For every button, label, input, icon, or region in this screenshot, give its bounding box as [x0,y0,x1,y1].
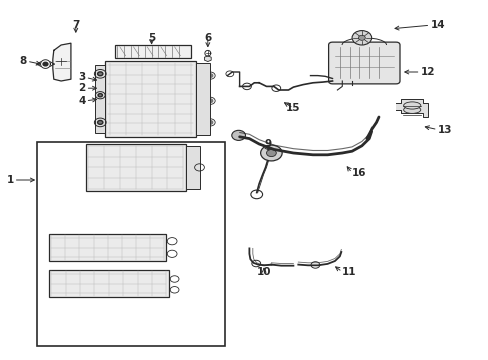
Circle shape [231,130,245,140]
Text: 16: 16 [351,168,366,178]
Text: 7: 7 [72,20,80,30]
Circle shape [207,121,212,124]
Bar [115,45,190,58]
Text: 2: 2 [78,83,85,93]
Text: 3: 3 [78,72,85,82]
Circle shape [351,31,371,45]
Text: 12: 12 [420,67,434,77]
Circle shape [207,74,212,77]
Circle shape [207,99,212,103]
Text: 1: 1 [6,175,14,185]
Bar [49,270,168,297]
Bar [185,146,199,189]
Text: 15: 15 [285,103,300,113]
Ellipse shape [403,102,420,109]
Ellipse shape [403,106,420,113]
Polygon shape [395,99,427,117]
Bar [105,61,195,137]
Text: 4: 4 [78,96,85,106]
Text: 9: 9 [264,139,271,149]
Bar [37,142,224,346]
Circle shape [43,62,48,66]
Bar [195,63,210,135]
Bar [85,144,185,191]
Text: 8: 8 [20,56,27,66]
Circle shape [98,94,102,97]
Text: 11: 11 [342,267,356,277]
Bar [95,65,105,133]
Circle shape [260,145,282,161]
FancyBboxPatch shape [328,42,399,84]
Circle shape [98,121,102,124]
Text: 14: 14 [429,20,444,30]
Text: 6: 6 [204,33,211,43]
Circle shape [358,35,365,40]
Circle shape [98,72,102,76]
Text: 5: 5 [148,33,155,43]
Text: 13: 13 [437,125,451,135]
Text: 10: 10 [256,267,271,277]
Circle shape [266,149,276,157]
Bar [49,234,166,261]
Polygon shape [53,43,71,81]
